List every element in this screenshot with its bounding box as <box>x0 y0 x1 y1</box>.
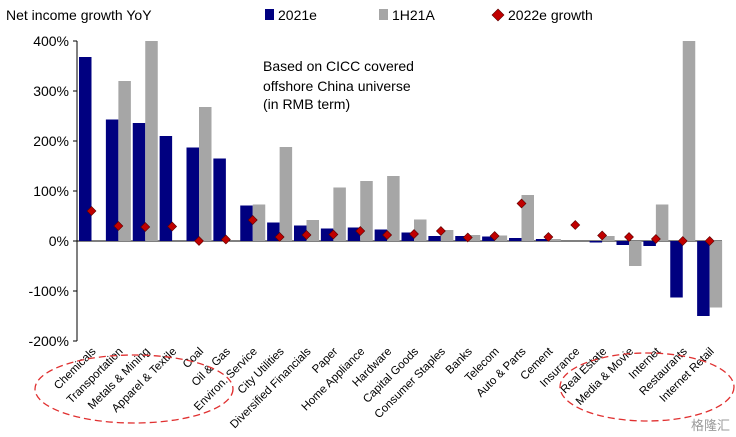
growth-marker <box>194 236 204 246</box>
bar-2021e <box>79 57 92 241</box>
growth-marker <box>167 221 178 232</box>
y-tick-label: -100% <box>29 283 69 299</box>
annotation: Based on CICC covered offshore China uni… <box>263 58 414 112</box>
growth-marker <box>677 236 688 246</box>
growth-marker <box>247 215 258 225</box>
y-tick-label: 200% <box>33 133 69 149</box>
bar-1h21a <box>360 181 373 241</box>
legend-swatch-1h21a <box>379 9 388 20</box>
bar-2021e <box>509 238 522 241</box>
bar-1h21a <box>118 81 131 241</box>
growth-marker <box>543 232 554 242</box>
bar-2021e <box>105 119 119 241</box>
bar-1h21a <box>521 195 534 241</box>
growth-marker <box>650 234 661 244</box>
y-tick-label: -200% <box>29 333 69 349</box>
bar-1h21a <box>709 241 723 308</box>
y-tick-label: 100% <box>33 183 69 199</box>
bar-1h21a <box>494 235 508 241</box>
watermark: 格隆汇 <box>691 418 730 433</box>
annotation-line-1: Based on CICC covered <box>263 58 414 74</box>
bar-2021e <box>132 123 146 241</box>
highlight-ellipse-laggards <box>559 352 735 422</box>
bar-1h21a <box>467 235 481 241</box>
legend: 2021e 1H21A 2022e growth <box>265 7 593 23</box>
bar-2021e <box>589 241 603 243</box>
bar-2021e <box>455 236 468 241</box>
bar-2021e <box>159 136 173 241</box>
growth-marker <box>462 232 473 243</box>
bar-2021e <box>535 239 549 241</box>
bar-2021e <box>643 241 656 246</box>
growth-marker <box>489 231 500 241</box>
bar-1h21a <box>629 241 642 266</box>
legend-label-2022e-growth: 2022e growth <box>508 7 593 23</box>
growth-marker <box>597 230 608 241</box>
growth-marker <box>274 232 285 242</box>
growth-marker <box>86 206 97 216</box>
y-tick-label: 300% <box>33 83 69 99</box>
y-axis-ticks: -200% -100% 0% 100% 200% 300% 400% <box>29 33 77 349</box>
bar-1h21a <box>602 236 615 241</box>
growth-marker <box>516 198 527 209</box>
growth-markers <box>86 198 715 246</box>
legend-label-1h21a: 1H21A <box>392 7 435 23</box>
bar-2021e <box>320 228 334 241</box>
growth-marker <box>113 221 124 231</box>
growth-marker <box>301 230 312 240</box>
bar-1h21a <box>655 204 669 241</box>
highlight-ellipse-cyclicals <box>34 354 234 424</box>
growth-marker <box>570 220 581 230</box>
growth-marker <box>624 232 634 242</box>
bar-1h21a <box>199 107 212 241</box>
bar-1h21a <box>333 187 346 241</box>
annotation-line-2: offshore China universe <box>263 78 411 94</box>
bar-2021e <box>697 241 710 316</box>
bar-2021e <box>428 236 441 241</box>
bar-2021e <box>213 158 226 241</box>
bar-1h21a <box>279 147 293 241</box>
growth-marker <box>382 230 393 240</box>
bar-2021e <box>374 229 388 241</box>
chart-title: Net income growth YoY <box>6 7 152 23</box>
annotation-line-3: (in RMB term) <box>263 96 350 112</box>
y-tick-label: 0% <box>49 233 69 249</box>
growth-marker <box>140 222 151 232</box>
bar-1h21a <box>252 204 266 241</box>
growth-marker <box>220 234 231 245</box>
growth-marker <box>704 236 715 246</box>
bar-1h21a <box>387 176 400 241</box>
legend-marker-2022e-growth <box>491 8 505 22</box>
bar-2021e <box>294 225 307 241</box>
bar-2021e <box>240 205 253 241</box>
legend-label-2021e: 2021e <box>278 7 317 23</box>
bar-1h21a <box>414 219 427 241</box>
bar-2021e <box>670 241 683 298</box>
bar-1h21a <box>145 41 158 241</box>
growth-marker <box>409 229 419 239</box>
bars <box>79 41 723 316</box>
growth-marker <box>355 226 366 236</box>
legend-swatch-2021e <box>265 9 274 20</box>
bar-1h21a <box>682 41 696 241</box>
growth-marker <box>328 229 339 240</box>
bar-1h21a <box>548 239 561 241</box>
growth-marker <box>435 226 446 236</box>
bar-1h21a <box>440 230 454 241</box>
y-tick-label: 400% <box>33 33 69 49</box>
bar-2021e <box>616 241 629 245</box>
bar-2021e <box>186 147 199 241</box>
bar-2021e <box>401 232 414 241</box>
bar-2021e <box>482 236 495 241</box>
